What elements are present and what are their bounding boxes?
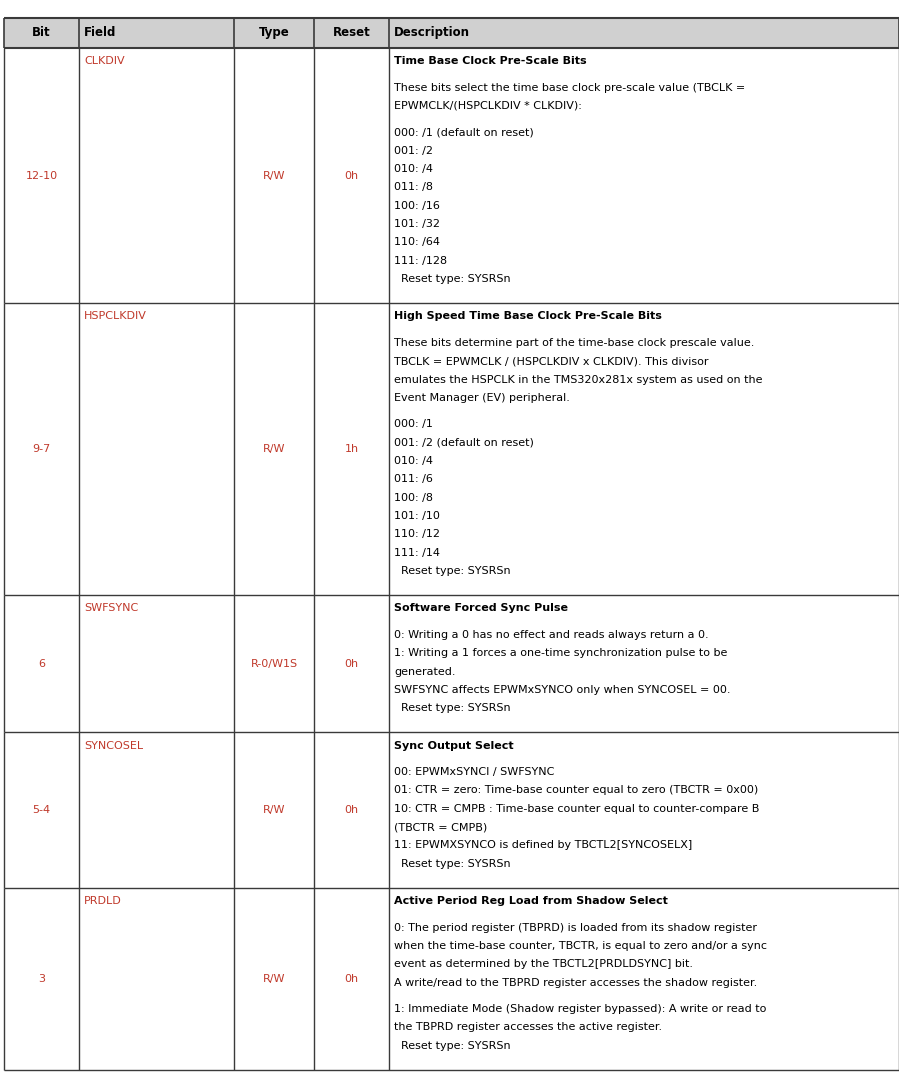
Text: 1: Immediate Mode (Shadow register bypassed): A write or read to: 1: Immediate Mode (Shadow register bypas… [394, 1004, 766, 1014]
Text: SYNCOSEL: SYNCOSEL [84, 741, 143, 750]
Text: (TBCTR = CMPB): (TBCTR = CMPB) [394, 822, 487, 832]
Text: Event Manager (EV) peripheral.: Event Manager (EV) peripheral. [394, 393, 570, 403]
Text: Reset: Reset [333, 27, 370, 40]
Text: R/W: R/W [263, 170, 285, 180]
Text: These bits determine part of the time-base clock prescale value.: These bits determine part of the time-ba… [394, 338, 754, 348]
Text: Field: Field [84, 27, 116, 40]
Text: event as determined by the TBCTL2[PRDLDSYNC] bit.: event as determined by the TBCTL2[PRDLDS… [394, 959, 693, 969]
Text: Reset type: SYSRSn: Reset type: SYSRSn [394, 566, 511, 576]
Text: Software Forced Sync Pulse: Software Forced Sync Pulse [394, 604, 568, 613]
Text: 0h: 0h [344, 974, 359, 984]
Text: 5-4: 5-4 [32, 805, 50, 815]
Text: 000: /1 (default on reset): 000: /1 (default on reset) [394, 128, 534, 137]
Text: R/W: R/W [263, 974, 285, 984]
Text: SWFSYNC: SWFSYNC [84, 604, 138, 613]
Text: 001: /2: 001: /2 [394, 146, 433, 155]
Text: 110: /12: 110: /12 [394, 530, 440, 539]
Text: 100: /16: 100: /16 [394, 200, 440, 211]
Text: Bit: Bit [32, 27, 51, 40]
Text: 00: EPWMxSYNCI / SWFSYNC: 00: EPWMxSYNCI / SWFSYNC [394, 768, 555, 777]
Text: EPWMCLK/(HSPCLKDIV * CLKDIV):: EPWMCLK/(HSPCLKDIV * CLKDIV): [394, 101, 582, 110]
Text: 0h: 0h [344, 170, 359, 180]
Text: 1: Writing a 1 forces a one-time synchronization pulse to be: 1: Writing a 1 forces a one-time synchro… [394, 649, 727, 658]
Text: 9-7: 9-7 [32, 444, 50, 455]
Text: Reset type: SYSRSn: Reset type: SYSRSn [394, 859, 511, 868]
Text: 010: /4: 010: /4 [394, 164, 433, 174]
Text: Reset type: SYSRSn: Reset type: SYSRSn [394, 274, 511, 284]
Text: generated.: generated. [394, 667, 456, 676]
Text: PRDLD: PRDLD [84, 896, 121, 906]
Text: R-0/W1S: R-0/W1S [251, 659, 298, 669]
Text: 100: /8: 100: /8 [394, 493, 433, 503]
Text: 011: /6: 011: /6 [394, 475, 433, 485]
Text: 3: 3 [38, 974, 45, 984]
Text: Reset type: SYSRSn: Reset type: SYSRSn [394, 703, 511, 713]
Text: Time Base Clock Pre-Scale Bits: Time Base Clock Pre-Scale Bits [394, 56, 587, 66]
Text: 110: /64: 110: /64 [394, 237, 440, 248]
Text: Description: Description [394, 27, 470, 40]
Text: These bits select the time base clock pre-scale value (TBCLK =: These bits select the time base clock pr… [394, 83, 745, 92]
Text: R/W: R/W [263, 444, 285, 455]
Text: 12-10: 12-10 [25, 170, 58, 180]
Text: 000: /1: 000: /1 [394, 419, 433, 430]
Bar [4, 595, 899, 732]
Text: 010: /4: 010: /4 [394, 456, 433, 466]
Text: 111: /128: 111: /128 [394, 256, 447, 266]
Text: A write/read to the TBPRD register accesses the shadow register.: A write/read to the TBPRD register acces… [394, 978, 757, 987]
Text: 011: /8: 011: /8 [394, 182, 433, 192]
Bar [4, 48, 899, 303]
Text: 101: /32: 101: /32 [394, 219, 440, 229]
Text: 0: The period register (TBPRD) is loaded from its shadow register: 0: The period register (TBPRD) is loaded… [394, 923, 757, 933]
Text: 01: CTR = zero: Time-base counter equal to zero (TBCTR = 0x00): 01: CTR = zero: Time-base counter equal … [394, 786, 758, 795]
Text: 0h: 0h [344, 659, 359, 669]
Text: Type: Type [259, 27, 289, 40]
Text: 001: /2 (default on reset): 001: /2 (default on reset) [394, 437, 534, 448]
Text: R/W: R/W [263, 805, 285, 815]
Text: 6: 6 [38, 659, 45, 669]
Text: 0: Writing a 0 has no effect and reads always return a 0.: 0: Writing a 0 has no effect and reads a… [394, 630, 708, 640]
Text: CLKDIV: CLKDIV [84, 56, 125, 66]
Bar [4, 732, 899, 888]
Text: SWFSYNC affects EPWMxSYNCO only when SYNCOSEL = 00.: SWFSYNC affects EPWMxSYNCO only when SYN… [394, 685, 731, 695]
Bar [4, 303, 899, 595]
Text: High Speed Time Base Clock Pre-Scale Bits: High Speed Time Base Clock Pre-Scale Bit… [394, 311, 662, 322]
Text: the TBPRD register accesses the active register.: the TBPRD register accesses the active r… [394, 1023, 663, 1032]
Text: Active Period Reg Load from Shadow Select: Active Period Reg Load from Shadow Selec… [394, 896, 668, 906]
Text: 10: CTR = CMPB : Time-base counter equal to counter-compare B: 10: CTR = CMPB : Time-base counter equal… [394, 804, 760, 814]
Text: Reset type: SYSRSn: Reset type: SYSRSn [394, 1041, 511, 1051]
Text: TBCLK = EPWMCLK / (HSPCLKDIV x CLKDIV). This divisor: TBCLK = EPWMCLK / (HSPCLKDIV x CLKDIV). … [394, 356, 708, 367]
Text: 111: /14: 111: /14 [394, 548, 440, 557]
Text: Sync Output Select: Sync Output Select [394, 741, 513, 750]
Bar [4, 888, 899, 1070]
Text: when the time-base counter, TBCTR, is equal to zero and/or a sync: when the time-base counter, TBCTR, is eq… [394, 941, 767, 951]
Bar [4, 18, 899, 48]
Text: HSPCLKDIV: HSPCLKDIV [84, 311, 147, 322]
Text: 0h: 0h [344, 805, 359, 815]
Text: 1h: 1h [344, 444, 359, 455]
Text: 11: EPWMXSYNCO is defined by TBCTL2[SYNCOSELX]: 11: EPWMXSYNCO is defined by TBCTL2[SYNC… [394, 840, 692, 850]
Text: 101: /10: 101: /10 [394, 511, 440, 521]
Text: emulates the HSPCLK in the TMS320x281x system as used on the: emulates the HSPCLK in the TMS320x281x s… [394, 374, 762, 385]
